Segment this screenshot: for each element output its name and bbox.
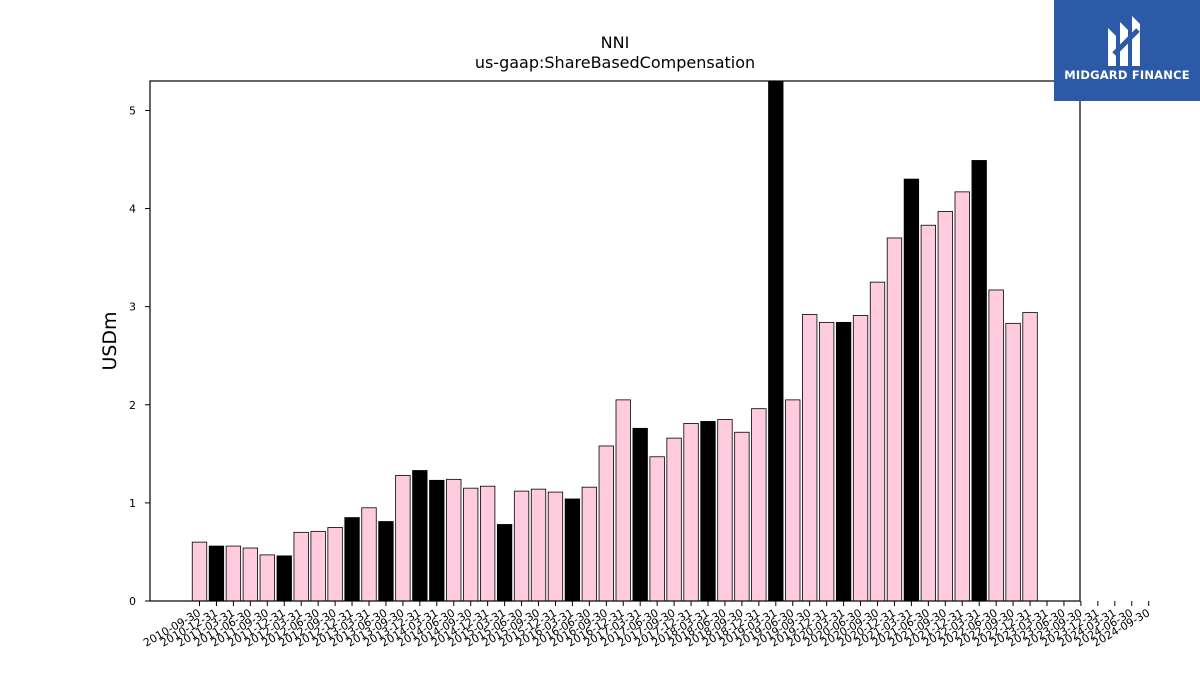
bar-2012-09-30 xyxy=(327,527,343,602)
bar-2010-12-31 xyxy=(208,545,225,602)
brand-logo: MIDGARD FINANCE xyxy=(1054,0,1200,101)
bar-2022-06-30 xyxy=(988,289,1004,602)
bar-2017-06-30 xyxy=(649,456,665,602)
bar-2022-09-30 xyxy=(1005,322,1021,602)
bar-2015-06-30 xyxy=(513,490,530,602)
bar-2019-06-30 xyxy=(785,399,801,602)
bar-2015-09-30 xyxy=(530,488,547,602)
bar-2018-03-31 xyxy=(700,421,716,602)
bar-2014-06-30 xyxy=(446,478,462,602)
bar-2016-12-31 xyxy=(615,399,631,602)
bar-2017-09-30 xyxy=(666,437,682,602)
bar-2021-09-30 xyxy=(937,211,953,602)
bar-2019-12-31 xyxy=(819,321,835,602)
bar-2014-03-31 xyxy=(429,479,445,602)
chart-title: NNI xyxy=(601,33,630,52)
y-axis-label: USDm xyxy=(99,311,121,370)
bar-2018-09-30 xyxy=(734,431,750,602)
bar-2022-12-31 xyxy=(1022,312,1038,602)
bar-2013-09-30 xyxy=(395,475,411,602)
y-tick-label-3: 3 xyxy=(129,301,136,314)
bar-2013-06-30 xyxy=(378,521,394,602)
bar-2020-12-31 xyxy=(886,237,903,602)
bar-2015-12-31 xyxy=(547,491,564,602)
bar-2021-12-31 xyxy=(954,191,970,602)
y-tick-label-1: 1 xyxy=(129,497,136,510)
y-tick-label-2: 2 xyxy=(129,399,136,412)
y-tick-label-4: 4 xyxy=(129,203,136,216)
x-axis: 2010-09-302010-12-312011-03-312011-06-30… xyxy=(141,601,1152,650)
bar-2014-09-30 xyxy=(463,487,479,602)
chart-subtitle: us-gaap:ShareBasedCompensation xyxy=(475,53,755,72)
bar-2012-12-31 xyxy=(344,517,360,602)
bar-2011-03-31 xyxy=(225,545,242,602)
bar-2017-12-31 xyxy=(683,423,699,602)
bar-2018-06-30 xyxy=(717,419,733,602)
bar-2021-06-30 xyxy=(920,224,936,602)
bar-2011-12-31 xyxy=(276,555,292,602)
bar-2013-03-31 xyxy=(361,507,377,602)
bar-2017-03-31 xyxy=(632,427,648,602)
bar-2021-03-31 xyxy=(903,178,920,602)
y-axis: 0 1 2 3 4 5 xyxy=(129,104,150,608)
bar-2020-03-31 xyxy=(835,321,852,602)
bar-2016-03-31 xyxy=(564,498,581,602)
bars-group xyxy=(191,80,1038,602)
y-tick-label-0: 0 xyxy=(129,595,136,608)
logo-text: MIDGARD FINANCE xyxy=(1064,68,1190,82)
bar-2020-09-30 xyxy=(869,281,886,602)
bar-2012-03-31 xyxy=(293,531,309,602)
y-tick-label-5: 5 xyxy=(129,104,136,117)
bar-2010-09-30 xyxy=(191,541,208,602)
bar-2011-09-30 xyxy=(259,554,275,602)
plot-frame xyxy=(149,80,1081,602)
bar-2018-12-31 xyxy=(751,408,767,602)
bar-2020-06-30 xyxy=(852,315,869,602)
bar-2019-09-30 xyxy=(802,314,818,602)
bar-2013-12-31 xyxy=(412,470,428,602)
bar-2014-12-31 xyxy=(479,485,496,602)
logo-mark-icon xyxy=(1108,16,1140,66)
bar-2015-03-31 xyxy=(496,524,513,602)
bar-2011-06-30 xyxy=(242,547,259,602)
bar-2016-09-30 xyxy=(598,445,614,602)
bar-2016-06-30 xyxy=(581,486,597,602)
bar-2012-06-30 xyxy=(310,530,326,602)
bar-2019-03-31 xyxy=(768,80,784,602)
bar-2022-03-31 xyxy=(971,160,987,602)
